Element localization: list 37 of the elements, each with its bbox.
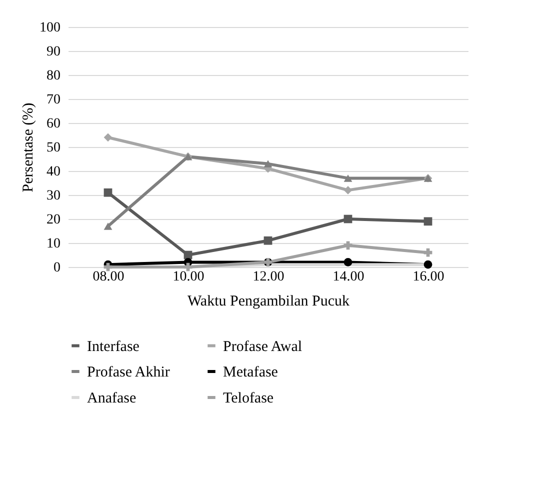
point [104,222,112,230]
x-tick-label: 12.00 [252,270,284,284]
legend-label: Profase Awal [223,338,302,355]
point [424,217,432,226]
y-tick-label: 40 [46,164,60,180]
y-tick-label: 60 [46,116,60,132]
y-tick-label: 20 [46,212,60,228]
legend-label: Anafase [87,390,136,406]
point [344,258,352,266]
x-tick-label: 08.00 [92,270,124,284]
y-tick-label: 0 [54,260,60,276]
y-tick-label: 30 [46,188,60,204]
point [344,214,352,224]
legend-label: Telofase [223,390,274,406]
point [104,188,112,197]
x-tick-label: 10.00 [172,270,204,284]
legend-label: Profase Akhir [87,364,170,380]
point [424,248,432,257]
y-tick-label: 90 [46,44,60,60]
y-tick-label: 10 [46,236,60,252]
y-axis-title: Persentase (%) [20,102,36,192]
point [344,186,352,194]
y-tick-label: 50 [46,140,60,156]
point [264,236,272,245]
x-tick-label: 16.00 [412,270,444,284]
x-tick-label: 14.00 [332,270,364,284]
legend-label: Metafase [223,364,278,380]
point [104,133,112,142]
point [424,260,432,269]
y-tick-label: 80 [46,68,60,84]
point [344,241,352,250]
y-tick-label: 100 [40,20,60,36]
x-axis-title: Waktu Pengambilan Pucuk [187,294,350,310]
point [264,160,272,168]
y-tick-label: 70 [46,92,60,108]
point [344,174,352,182]
legend-label: Interfase [87,338,140,355]
